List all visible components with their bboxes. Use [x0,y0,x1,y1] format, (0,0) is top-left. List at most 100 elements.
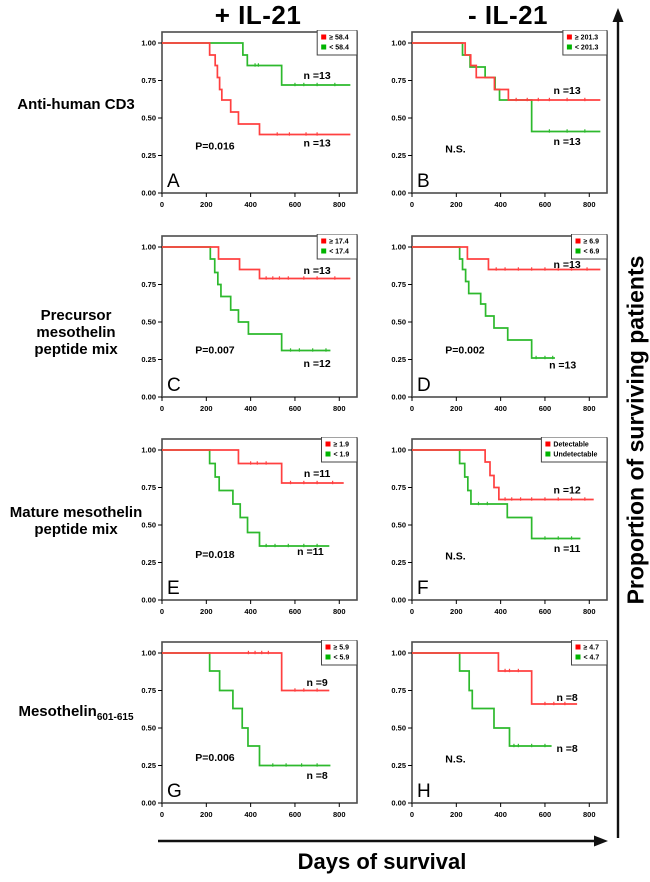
x-tick-label: 800 [583,607,596,616]
x-tick-label: 0 [160,607,164,616]
legend-swatch-red [321,238,327,244]
stat-label: N.S. [445,144,466,156]
row-label-mature-mesothelin: Mature mesothelin peptide mix [9,504,143,538]
x-tick-label: 800 [333,810,346,819]
panel-G: 0.00 0.25 0.50 0.75 1.00 0 200 400 600 800 n =8 n =… [132,639,362,840]
panel-letter: H [417,781,431,802]
y-tick-label: 0.50 [391,724,406,733]
y-tick-label: 0.75 [391,483,406,492]
y-tick-label: 0.25 [141,151,156,160]
x-tick-label: 0 [410,404,414,413]
stat-label: P=0.002 [445,345,485,357]
n-count-label: n =8 [306,770,327,782]
n-count-label: n =8 [556,743,577,755]
survival-plot-C: 0.00 0.25 0.50 0.75 1.00 0 200 400 600 800 n =12 n … [141,233,358,413]
legend-swatch-green [545,451,551,457]
row-label-precursor-mesothelin: Precursor mesothelin peptide mix [34,307,118,358]
y-tick-label: 0.75 [391,280,406,289]
x-tick-label: 200 [450,607,463,616]
legend-swatch-red [325,441,331,447]
n-count-label: n =13 [304,70,331,82]
stat-label: N.S. [445,551,466,563]
legend-box [316,233,358,260]
x-tick-label: 600 [539,200,552,209]
plot-border [161,438,358,601]
legend-label: < 1.9 [334,452,350,459]
y-tick-label: 0.50 [141,724,156,733]
legend-label: < 201.3 [575,45,599,52]
panel-D: 0.00 0.25 0.50 0.75 1.00 0 200 400 600 800 n =13 n … [382,233,612,434]
y-tick-label: 0.25 [391,355,406,364]
row-label-anti-human-cd3: Anti-human CD3 [17,96,135,113]
y-tick-label: 0.00 [141,596,156,605]
panel-letter: C [167,375,181,396]
stat-label: P=0.016 [195,141,235,153]
x-axis-title: Days of survival [297,849,467,874]
survival-curve-green [412,449,581,540]
n-count-label: n =12 [554,485,581,497]
panel-H: 0.00 0.25 0.50 0.75 1.00 0 200 400 600 800 n =8 n =… [382,639,612,840]
survival-curve-green [162,246,331,352]
x-tick-label: 400 [494,607,507,616]
x-tick-label: 400 [244,404,257,413]
panel-letter: E [167,578,180,599]
y-tick-label: 1.00 [391,446,406,455]
stat-label: P=0.007 [195,345,235,357]
x-tick-label: 400 [494,200,507,209]
row-label-mesothelin-601-615: Mesothelin601-615 [18,703,134,723]
x-tick-label: 400 [494,404,507,413]
x-tick-label: 200 [200,404,213,413]
x-tick-label: 400 [244,810,257,819]
x-tick-label: 600 [289,404,302,413]
legend-box [571,639,608,666]
legend-swatch-red [575,238,581,244]
survival-curve-red [412,449,594,501]
stat-label: N.S. [445,754,466,766]
y-tick-label: 0.25 [141,355,156,364]
legend-label: < 58.4 [329,45,349,52]
survival-curve-green [162,652,331,767]
y-tick-label: 0.00 [391,596,406,605]
y-tick-label: 0.75 [391,76,406,85]
survival-curve-green [162,449,330,547]
plot-border [161,641,358,804]
x-tick-label: 800 [333,404,346,413]
panel-C: 0.00 0.25 0.50 0.75 1.00 0 200 400 600 800 n =12 n … [132,233,362,434]
legend-swatch-red [321,34,327,40]
panel-letter: G [167,781,182,802]
survival-curve-red [412,42,601,101]
y-tick-label: 0.25 [141,761,156,770]
legend-swatch-green [321,44,327,50]
legend-swatch-green [321,248,327,254]
x-tick-label: 200 [450,810,463,819]
legend-box [540,436,608,463]
y-tick-label: 0.25 [391,558,406,567]
y-tick-label: 0.75 [141,686,156,695]
y-tick-label: 1.00 [391,39,406,48]
y-tick-label: 0.75 [141,483,156,492]
x-tick-label: 800 [583,810,596,819]
y-tick-label: 1.00 [141,446,156,455]
survival-curve-red [412,652,578,705]
survival-curve-red [162,42,351,136]
legend-label: ≥ 4.7 [584,645,600,652]
y-tick-label: 1.00 [141,243,156,252]
survival-curve-green [412,652,552,747]
survival-plot-D: 0.00 0.25 0.50 0.75 1.00 0 200 400 600 800 n =13 n … [391,233,608,413]
y-tick-label: 0.75 [391,686,406,695]
n-count-label: n =13 [554,85,581,97]
x-tick-label: 600 [539,404,552,413]
panel-letter: B [417,171,430,192]
legend-box [321,639,358,666]
plot-border [161,31,358,194]
x-tick-label: 400 [244,607,257,616]
column-title-minus-il21: - IL-21 [467,0,549,30]
y-tick-label: 1.00 [141,649,156,658]
x-tick-label: 400 [244,200,257,209]
x-tick-label: 0 [410,810,414,819]
survival-plot-F: 0.00 0.25 0.50 0.75 1.00 0 200 400 600 800 n =11 n … [391,436,608,616]
n-count-label: n =11 [304,468,331,480]
n-count-label: n =13 [304,138,331,150]
y-tick-label: 0.50 [141,318,156,327]
